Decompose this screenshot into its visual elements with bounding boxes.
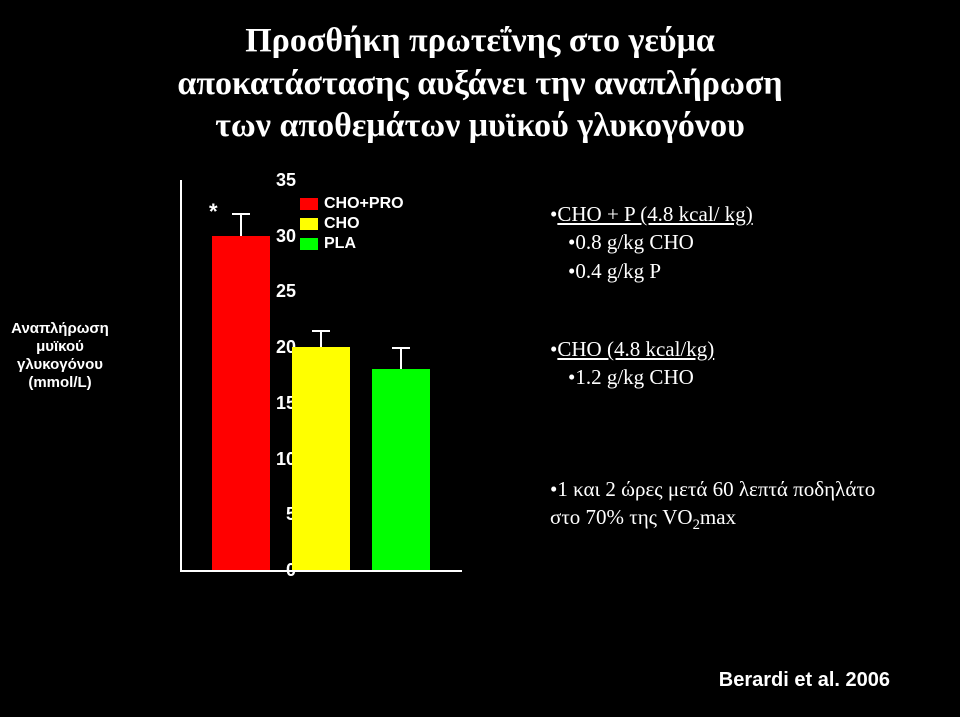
error-bar [400, 347, 402, 369]
slide-title: Προσθήκη πρωτεΐνης στο γεύμα αποκατάστασ… [60, 20, 900, 148]
slide: Προσθήκη πρωτεΐνης στο γεύμα αποκατάστασ… [0, 0, 960, 717]
y-axis-label: Αναπλήρωση μυϊκού γλυκογόνου (mmol/L) [0, 320, 120, 392]
legend-label: PLA [324, 235, 356, 253]
bar-chart: Αναπλήρωση μυϊκού γλυκογόνου (mmol/L) 05… [60, 180, 490, 600]
legend-label: CHO+PRO [324, 195, 404, 213]
ylabel-3: γλυκογόνου [17, 356, 103, 373]
ylabel-4: (mmol/L) [28, 374, 91, 391]
y-tick: 35 [256, 170, 296, 191]
bullet-head: •CHO + P (4.8 kcal/ kg) [550, 200, 910, 228]
significance-star: * [209, 199, 218, 225]
title-line-3: των αποθεμάτων μυϊκού γλυκογόνου [215, 107, 744, 144]
bullet-group: •CHO + P (4.8 kcal/ kg)•0.8 g/kg CHO•0.4… [550, 200, 910, 285]
title-line-1: Προσθήκη πρωτεΐνης στο γεύμα [245, 22, 715, 59]
legend-item: CHO+PRO [300, 195, 404, 213]
bar-cho+pro [212, 236, 270, 570]
bar-pla [372, 369, 430, 570]
bullet-group: •CHO (4.8 kcal/kg)•1.2 g/kg CHO [550, 335, 910, 392]
legend-swatch [300, 238, 318, 250]
ylabel-2: μυϊκού [36, 338, 84, 355]
legend-swatch [300, 218, 318, 230]
bullet-group: •1 και 2 ώρες μετά 60 λεπτά ποδηλάτο στο… [550, 475, 910, 536]
error-bar [240, 213, 242, 235]
bullet-sub: •1.2 g/kg CHO [568, 363, 910, 391]
legend-swatch [300, 198, 318, 210]
ylabel-1: Αναπλήρωση [11, 320, 109, 337]
citation: Berardi et al. 2006 [719, 669, 890, 692]
legend-label: CHO [324, 215, 360, 233]
bullet-sub: •0.4 g/kg P [568, 257, 910, 285]
bullet-head: •1 και 2 ώρες μετά 60 λεπτά ποδηλάτο στο… [550, 475, 910, 536]
bullet-head: •CHO (4.8 kcal/kg) [550, 335, 910, 363]
error-cap [392, 347, 410, 349]
legend-item: CHO [300, 215, 404, 233]
error-bar [320, 330, 322, 347]
error-cap [232, 213, 250, 215]
bullet-sub: •0.8 g/kg CHO [568, 228, 910, 256]
legend: CHO+PRO CHO PLA [300, 195, 404, 255]
legend-item: PLA [300, 235, 404, 253]
title-line-2: αποκατάστασης αυξάνει την αναπλήρωση [177, 65, 782, 102]
bar-cho [292, 347, 350, 570]
error-cap [312, 330, 330, 332]
